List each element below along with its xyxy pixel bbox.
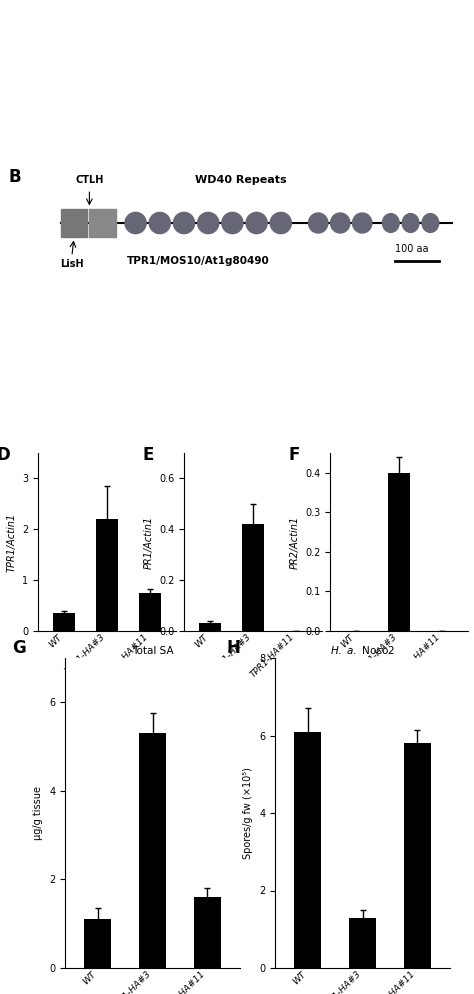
Text: WT: WT [109,294,127,304]
Text: H: H [226,639,240,657]
Bar [84,919,111,968]
Bar [403,744,431,968]
Y-axis label: PR1/Actin1: PR1/Actin1 [143,516,154,569]
Text: G: G [12,639,26,657]
Bar [53,613,75,631]
Text: 1 cm: 1 cm [47,402,72,412]
Bar [349,917,376,968]
Y-axis label: Spores/g fw (×10⁵): Spores/g fw (×10⁵) [244,767,254,859]
Bar [61,210,87,237]
Y-axis label: μg/g tissue: μg/g tissue [34,786,44,840]
Bar [139,592,161,631]
Text: E: E [143,446,154,464]
Ellipse shape [149,213,170,234]
Ellipse shape [270,213,292,234]
Bar [242,524,264,631]
Y-axis label: PR2/Actin1: PR2/Actin1 [289,516,300,569]
Y-axis label: TPR1/Actin1: TPR1/Actin1 [7,513,17,572]
Text: 1 cm: 1 cm [43,120,67,130]
Text: WT: WT [74,21,92,31]
Ellipse shape [422,214,439,233]
Text: F: F [289,446,300,464]
Text: D: D [0,446,10,464]
Text: $\mathit{TPR1\text{-}HA\#11}$: $\mathit{TPR1\text{-}HA\#11}$ [363,414,436,425]
Ellipse shape [173,213,194,234]
Text: LisH: LisH [60,258,83,268]
Bar [90,210,116,237]
Bar [139,734,166,968]
Bar [193,898,221,968]
Ellipse shape [198,213,219,234]
Ellipse shape [125,213,146,234]
Text: WD40 Repeats: WD40 Repeats [195,175,287,185]
Text: C: C [35,287,46,306]
Ellipse shape [353,213,372,233]
Bar [388,473,410,631]
Title: $\mathit{H.\ a.}$ Noco2: $\mathit{H.\ a.}$ Noco2 [330,644,395,656]
Title: Total SA: Total SA [132,646,173,656]
Ellipse shape [222,213,243,234]
Text: $\mathit{snc1\ tpr1}$: $\mathit{snc1\ tpr1}$ [331,120,384,134]
Text: $\mathit{TPR1}$ in $\mathit{snc1\ tpr1}$: $\mathit{TPR1}$ in $\mathit{snc1\ tpr1}$ [378,8,465,22]
Ellipse shape [383,214,399,233]
Text: TPR1/MOS10/At1g80490: TPR1/MOS10/At1g80490 [127,256,270,266]
Text: CTLH: CTLH [75,175,104,185]
Bar [199,623,221,631]
Ellipse shape [330,213,350,233]
Text: 100 aa: 100 aa [395,244,428,253]
Ellipse shape [246,213,267,234]
Ellipse shape [402,214,419,233]
Text: $\mathit{snc1}$: $\mathit{snc1}$ [215,81,241,92]
Text: A: A [35,10,47,28]
Bar [294,732,321,968]
Text: $\mathit{TPR1\text{-}HA\#3}$: $\mathit{TPR1\text{-}HA\#3}$ [217,395,283,407]
Ellipse shape [309,213,328,233]
Bar [96,519,118,631]
Text: B: B [8,168,21,186]
